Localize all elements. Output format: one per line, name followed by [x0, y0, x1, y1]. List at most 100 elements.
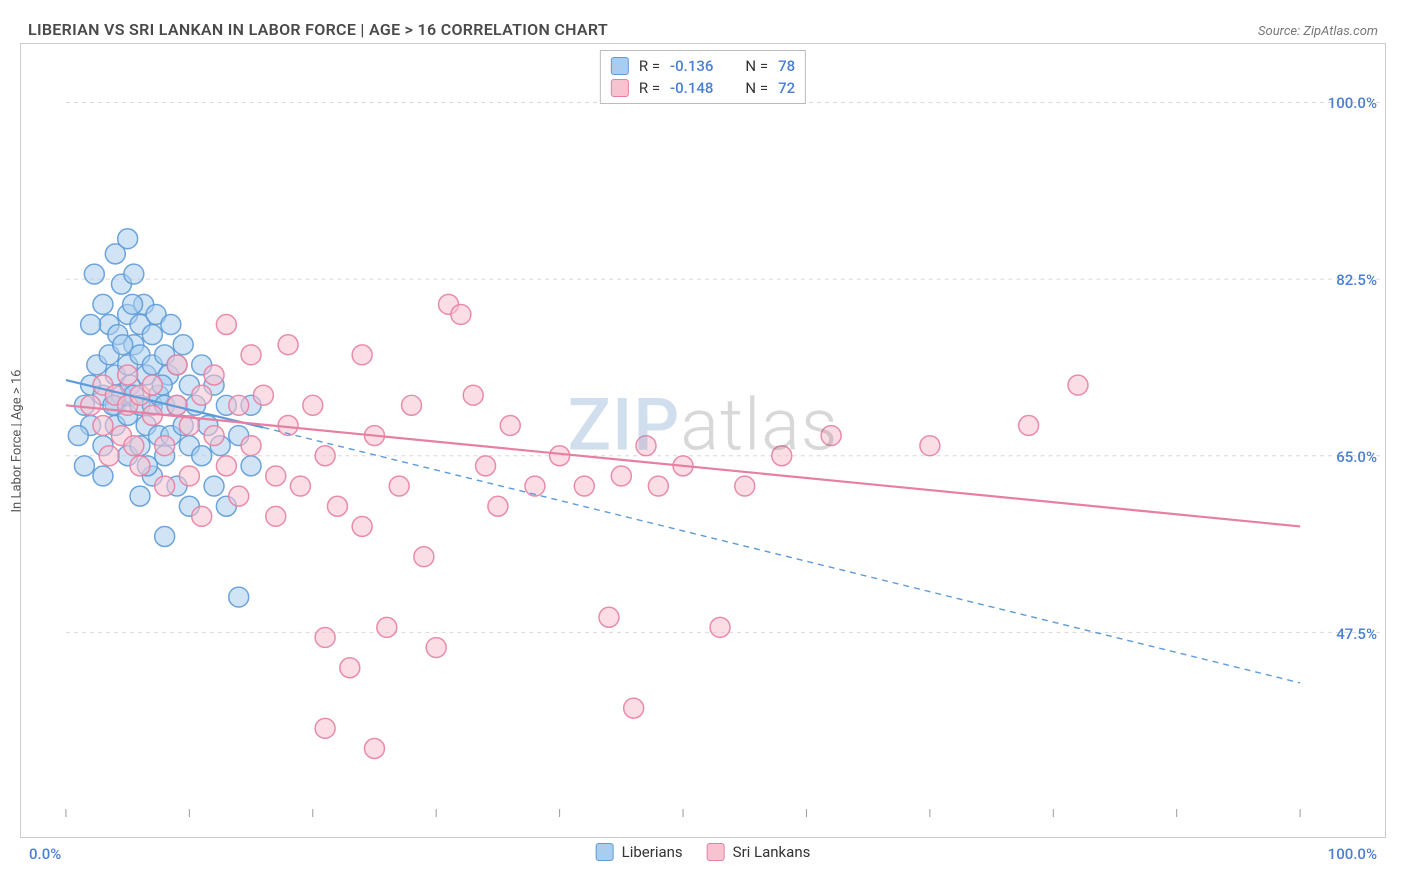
scatter-point — [377, 617, 397, 637]
scatter-point — [315, 718, 335, 738]
scatter-point — [155, 527, 175, 547]
scatter-point — [142, 375, 162, 395]
scatter-point — [414, 547, 434, 567]
scatter-point — [130, 486, 150, 506]
scatter-point — [364, 739, 384, 759]
y-tick-label: 47.5% — [1336, 625, 1377, 643]
scatter-point — [389, 476, 409, 496]
scatter-point — [500, 416, 520, 436]
legend-swatch — [611, 79, 629, 97]
scatter-point — [93, 416, 113, 436]
scatter-point — [266, 506, 286, 526]
scatter-point — [118, 365, 138, 385]
legend-swatch — [707, 843, 725, 861]
scatter-point — [402, 395, 422, 415]
series-legend-item: Sri Lankans — [707, 843, 811, 861]
scatter-point — [290, 476, 310, 496]
legend-n-label: N = — [745, 79, 768, 97]
legend-r-label: R = — [639, 79, 660, 97]
y-tick-label: 65.0% — [1336, 448, 1377, 466]
scatter-point — [118, 229, 138, 249]
scatter-point — [451, 304, 471, 324]
scatter-point — [192, 446, 212, 466]
plot-area: In Labor Force | Age > 16 ZIPatlas R =-0… — [20, 43, 1386, 838]
scatter-point — [315, 627, 335, 647]
scatter-point — [476, 456, 496, 476]
scatter-point — [611, 466, 631, 486]
scatter-point — [636, 436, 656, 456]
scatter-point — [99, 446, 119, 466]
scatter-point — [192, 506, 212, 526]
scatter-point — [426, 638, 446, 658]
scatter-point — [327, 496, 347, 516]
scatter-point — [124, 264, 144, 284]
series-legend-label: Liberians — [622, 843, 683, 861]
scatter-point — [173, 335, 193, 355]
scatter-point — [204, 426, 224, 446]
scatter-point — [81, 315, 101, 335]
scatter-point — [229, 486, 249, 506]
scatter-point — [68, 426, 88, 446]
scatter-point — [599, 607, 619, 627]
scatter-point — [204, 476, 224, 496]
scatter-point — [229, 395, 249, 415]
scatter-point — [772, 446, 792, 466]
scatter-point — [463, 385, 483, 405]
scatter-point — [821, 426, 841, 446]
scatter-point — [216, 456, 236, 476]
scatter-point — [1019, 416, 1039, 436]
legend-n-label: N = — [745, 57, 768, 75]
scatter-svg — [21, 44, 1385, 837]
correlation-chart: LIBERIAN VS SRI LANKAN IN LABOR FORCE | … — [20, 20, 1386, 872]
legend-swatch — [596, 843, 614, 861]
correlation-legend: R = -0.136 N = 78 R = -0.148 N = 72 — [600, 50, 806, 104]
legend-row: R = -0.148 N = 72 — [611, 77, 795, 99]
series-legend: Liberians Sri Lankans — [596, 843, 811, 861]
legend-r-value: -0.136 — [670, 57, 713, 75]
y-tick-label: 100.0% — [1328, 94, 1377, 112]
scatter-point — [278, 335, 298, 355]
scatter-point — [920, 436, 940, 456]
scatter-point — [315, 446, 335, 466]
scatter-point — [123, 294, 143, 314]
x-tick-max: 100.0% — [1328, 845, 1377, 863]
scatter-point — [216, 315, 236, 335]
scatter-point — [204, 365, 224, 385]
header-row: LIBERIAN VS SRI LANKAN IN LABOR FORCE | … — [20, 20, 1386, 43]
scatter-point — [130, 456, 150, 476]
scatter-point — [124, 436, 144, 456]
scatter-point — [167, 355, 187, 375]
scatter-point — [253, 385, 273, 405]
legend-n-value: 72 — [778, 79, 795, 97]
scatter-point — [241, 345, 261, 365]
scatter-point — [241, 436, 261, 456]
scatter-point — [574, 476, 594, 496]
scatter-point — [113, 335, 133, 355]
scatter-point — [1068, 375, 1088, 395]
legend-r-label: R = — [639, 57, 660, 75]
scatter-point — [735, 476, 755, 496]
scatter-point — [550, 446, 570, 466]
scatter-point — [192, 385, 212, 405]
scatter-point — [142, 325, 162, 345]
scatter-point — [525, 476, 545, 496]
legend-row: R = -0.136 N = 78 — [611, 55, 795, 77]
legend-r-value: -0.148 — [670, 79, 713, 97]
legend-n-value: 78 — [778, 57, 795, 75]
scatter-point — [74, 456, 94, 476]
chart-source: Source: ZipAtlas.com — [1258, 24, 1378, 39]
y-tick-label: 82.5% — [1336, 271, 1377, 289]
scatter-point — [648, 476, 668, 496]
scatter-point — [81, 395, 101, 415]
scatter-point — [161, 315, 181, 335]
scatter-point — [340, 658, 360, 678]
scatter-point — [155, 476, 175, 496]
scatter-point — [93, 294, 113, 314]
legend-swatch — [611, 57, 629, 75]
scatter-point — [266, 466, 286, 486]
scatter-point — [488, 496, 508, 516]
series-legend-label: Sri Lankans — [733, 843, 811, 861]
scatter-point — [241, 456, 261, 476]
chart-title: LIBERIAN VS SRI LANKAN IN LABOR FORCE | … — [28, 20, 608, 39]
scatter-point — [229, 587, 249, 607]
